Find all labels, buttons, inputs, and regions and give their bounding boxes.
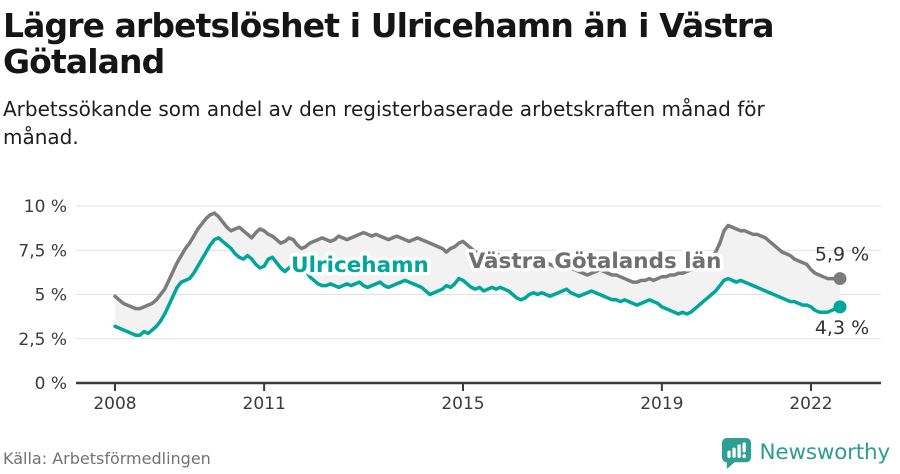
y-axis-tick-label: 5 % [35, 286, 67, 306]
y-axis-tick-label: 2,5 % [18, 330, 67, 350]
y-axis-tick-label: 0 % [35, 374, 67, 394]
series-end-value-label: 4,3 % [815, 317, 869, 339]
y-axis-tick-label: 10 % [24, 197, 67, 217]
x-axis-tick-label: 2011 [243, 394, 286, 414]
y-axis-tick-label: 7,5 % [18, 241, 67, 261]
chart-header: Lägre arbetslöshet i Ulricehamn än i Väs… [3, 8, 897, 151]
page-title-line-1: Lägre arbetslöshet i Ulricehamn än i Väs… [3, 6, 775, 45]
x-axis-tick-label: 2015 [441, 394, 484, 414]
newsworthy-wordmark: Newsworthy [759, 439, 891, 465]
series-line-ulricehamn [113, 236, 842, 337]
series-name-label-ulricehamn: Ulricehamn [291, 253, 429, 278]
source-note: Källa: Arbetsförmedlingen [3, 449, 211, 468]
page-title-line-2: Götaland [3, 42, 165, 81]
x-axis-tick-label: 2022 [789, 394, 832, 414]
between-series-area [115, 213, 840, 336]
chart-subtitle-line-1: Arbetssökande som andel av den registerb… [3, 97, 765, 121]
series-line-vastra-gotaland [113, 211, 842, 311]
series-end-dot [833, 272, 847, 286]
series-name-label-vastra-gotaland: Västra Götalands län [469, 249, 722, 274]
newsworthy-bubble-chart-icon [721, 437, 751, 470]
x-axis-tick-label: 2008 [93, 394, 136, 414]
chart-svg: 0 % 2,5 % 5 % 7,5 % 10 % 2008 2011 2015 2019 2022… [18, 197, 881, 414]
footer: Källa: Arbetsförmedlingen Newsworthy [0, 434, 900, 474]
x-axis-tick-label: 2019 [640, 394, 683, 414]
line-chart: 0 % 2,5 % 5 % 7,5 % 10 % 2008 2011 2015 2019 2022… [0, 182, 900, 427]
chart-subtitle: Arbetssökande som andel av den registerb… [3, 95, 897, 151]
chart-subtitle-line-2: månad. [3, 125, 79, 149]
series-end-dot [833, 300, 847, 314]
series-end-value-label: 5,9 % [815, 244, 869, 266]
newsworthy-logo: Newsworthy [720, 437, 890, 470]
